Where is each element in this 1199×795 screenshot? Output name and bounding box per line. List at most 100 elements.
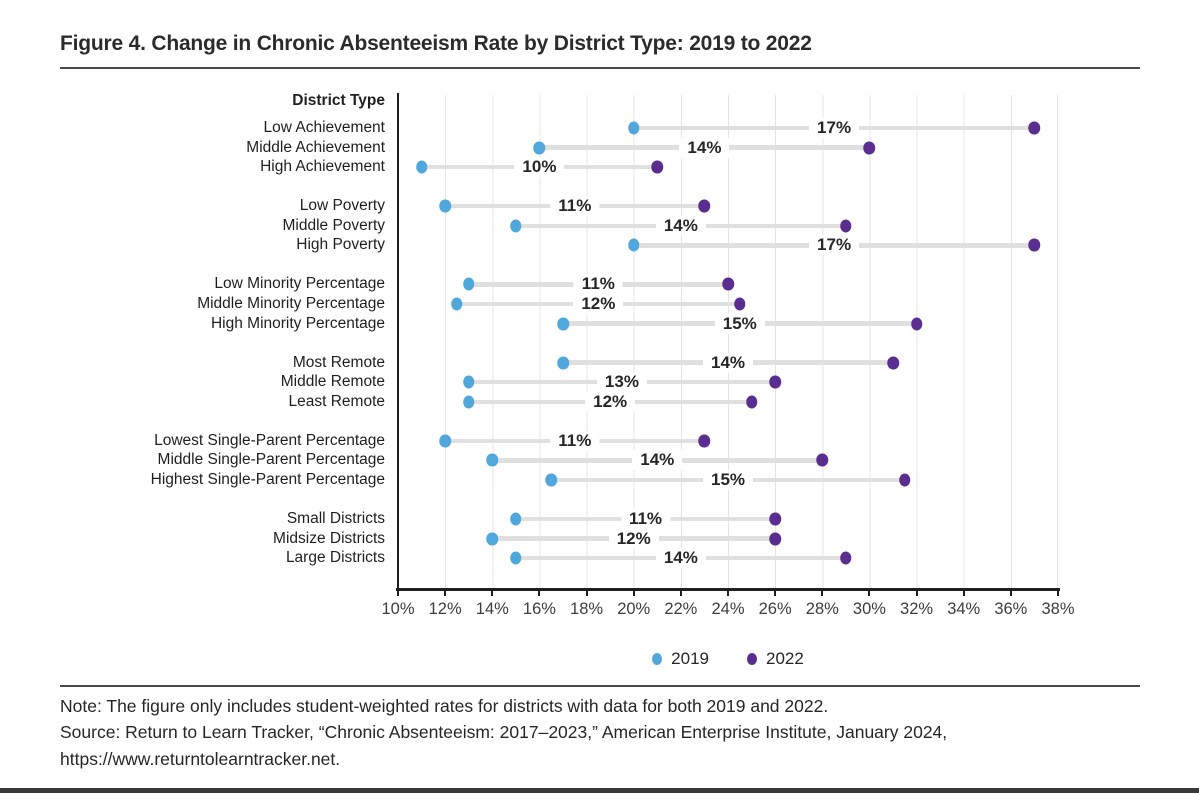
x-axis-tick — [962, 588, 965, 596]
bottom-border — [0, 788, 1199, 793]
x-axis-tick-label: 14% — [475, 600, 509, 618]
dot-2022 — [769, 512, 781, 526]
change-label: 17% — [809, 118, 860, 138]
dot-2019 — [557, 317, 569, 331]
dot-2022 — [1028, 121, 1041, 135]
change-label: 12% — [585, 391, 636, 412]
x-axis-tick-label: 24% — [711, 600, 745, 618]
x-axis-tick — [821, 588, 824, 596]
x-axis-tick-label: 12% — [428, 600, 462, 618]
dot-2022 — [769, 532, 781, 546]
x-axis-tick-label: 26% — [758, 600, 792, 618]
legend-dot-2022 — [747, 653, 757, 665]
title-divider — [60, 67, 1140, 69]
dot-2019 — [533, 141, 546, 155]
x-axis-tick-label: 20% — [617, 600, 651, 618]
change-label: 14% — [655, 215, 706, 236]
x-axis-tick — [491, 588, 494, 596]
source-text: Source: Return to Learn Tracker, “Chroni… — [60, 722, 948, 769]
x-axis-tick — [538, 588, 541, 596]
change-label: 14% — [655, 548, 706, 569]
category-label: Midsize Districts — [273, 529, 385, 547]
x-axis-tick — [585, 588, 588, 596]
change-label: 12% — [573, 294, 624, 314]
y-axis-line — [397, 93, 399, 588]
x-axis-tick — [774, 588, 777, 596]
change-label: 15% — [702, 470, 754, 490]
change-label: 15% — [714, 313, 765, 334]
category-label: Least Remote — [288, 392, 386, 410]
change-label: 11% — [550, 196, 600, 217]
dot-2019 — [510, 512, 522, 526]
category-label: Middle Remote — [280, 373, 385, 391]
dot-2019 — [462, 395, 475, 409]
category-label: High Achievement — [260, 158, 385, 176]
dot-2022 — [840, 219, 852, 233]
x-axis-tick — [632, 588, 635, 596]
change-label: 17% — [809, 235, 860, 256]
category-label: Middle Minority Percentage — [197, 295, 385, 312]
dot-2019 — [451, 297, 463, 311]
footnotes: Note: The figure only includes student-w… — [60, 693, 1148, 772]
dot-2019 — [545, 473, 557, 487]
legend-label: 2019 — [671, 649, 709, 668]
x-axis-tick — [1057, 588, 1059, 596]
dot-2022 — [816, 453, 829, 467]
district-type-header: District Type — [292, 92, 385, 109]
dot-2022 — [698, 434, 711, 448]
dot-2019 — [627, 121, 640, 135]
dot-2022 — [734, 297, 746, 311]
x-axis-tick-label: 36% — [994, 600, 1028, 618]
dot-2022 — [863, 141, 876, 155]
category-label: Most Remote — [292, 353, 385, 371]
change-label: 10% — [514, 157, 565, 178]
legend-item: 2019 — [652, 649, 709, 669]
dot-2022 — [698, 199, 711, 213]
x-axis-tick — [868, 588, 871, 596]
change-label: 14% — [679, 137, 730, 158]
figure-title: Figure 4. Change in Chronic Absenteeism … — [60, 32, 812, 55]
dot-2022 — [887, 356, 899, 370]
change-label: 11% — [550, 430, 600, 451]
dot-2022 — [722, 277, 734, 291]
category-label: Highest Single-Parent Percentage — [150, 471, 385, 488]
change-label: 13% — [596, 372, 647, 393]
x-axis-tick-label: 32% — [900, 600, 934, 618]
dot-2022 — [1028, 238, 1041, 252]
category-label: Low Achievement — [263, 119, 386, 136]
x-axis-tick-label: 34% — [947, 600, 981, 618]
x-axis-tick — [1009, 588, 1012, 596]
dot-2019 — [510, 551, 522, 565]
category-label: Middle Single-Parent Percentage — [157, 451, 385, 469]
change-label: 11% — [620, 509, 671, 529]
category-label: High Poverty — [296, 236, 385, 254]
x-axis-tick-label: 30% — [852, 600, 886, 618]
x-axis-tick — [679, 588, 682, 596]
dot-2019 — [486, 453, 499, 467]
dot-2019 — [439, 199, 451, 213]
category-label: Middle Poverty — [282, 216, 385, 234]
x-axis-tick-label: 28% — [805, 600, 839, 618]
change-label: 14% — [632, 450, 683, 471]
legend: 2019 2022 — [398, 649, 1058, 669]
category-label: Large Districts — [285, 549, 385, 567]
category-label: Small Districts — [286, 510, 385, 527]
change-label: 11% — [573, 274, 623, 295]
note-text: Note: The figure only includes student-w… — [60, 696, 829, 716]
change-label: 14% — [702, 352, 754, 373]
x-axis-tick-label: 38% — [1041, 600, 1075, 618]
legend-dot-2019 — [652, 653, 663, 665]
x-axis-tick — [444, 588, 447, 596]
gridline-right-edge — [1057, 95, 1058, 588]
dot-2022 — [745, 395, 758, 409]
x-axis-tick-label: 10% — [381, 600, 415, 618]
category-label: High Minority Percentage — [210, 314, 385, 332]
x-axis-tick-label: 16% — [522, 600, 556, 618]
dot-2022 — [840, 551, 852, 565]
note-divider — [60, 685, 1140, 687]
dot-2019 — [415, 160, 428, 174]
plot-area: District Type 10% 12% 14% 16% 18% 20% 22% 24% 26… — [151, 92, 1075, 618]
dot-2022 — [651, 160, 664, 174]
category-label: Low Minority Percentage — [214, 275, 385, 293]
